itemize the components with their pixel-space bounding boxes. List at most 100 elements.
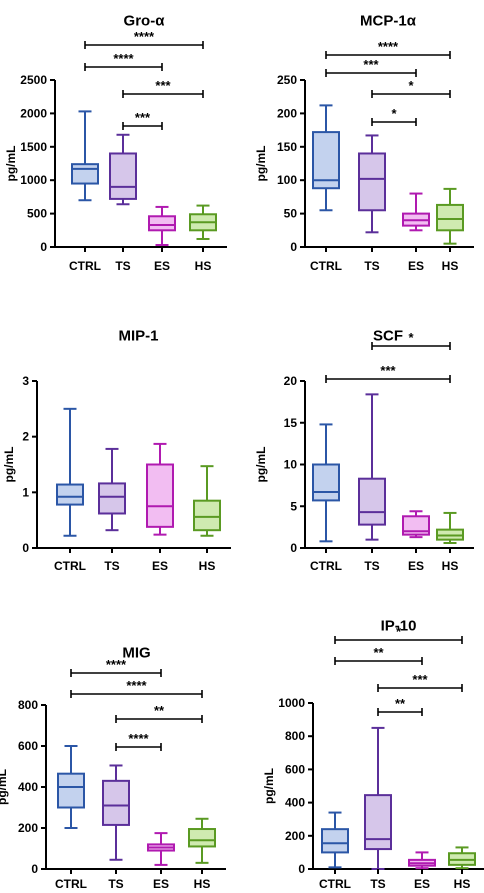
box-iqr bbox=[436, 203, 464, 232]
x-tick-label: CTRL bbox=[55, 877, 87, 891]
box-iqr bbox=[109, 152, 137, 200]
box-es bbox=[146, 442, 174, 536]
box-iqr bbox=[193, 499, 221, 532]
y-tick-label: 1000 bbox=[278, 696, 305, 710]
x-tick-label: ES bbox=[414, 877, 430, 891]
box-iqr bbox=[148, 215, 176, 232]
box-es bbox=[408, 851, 436, 870]
box-hs bbox=[448, 846, 476, 870]
y-tick-label: 400 bbox=[285, 796, 305, 810]
x-tick-label: HS bbox=[194, 877, 211, 891]
y-axis-label: pg/mL bbox=[254, 146, 268, 182]
box-iqr bbox=[98, 482, 126, 515]
x-tick-label: HS bbox=[442, 559, 459, 573]
significance-label: **** bbox=[128, 731, 149, 746]
box-ts bbox=[364, 726, 392, 870]
y-tick-label: 500 bbox=[27, 207, 47, 221]
box-iqr bbox=[312, 131, 340, 190]
y-tick-label: 0 bbox=[290, 541, 297, 555]
y-tick-label: 1500 bbox=[20, 140, 47, 154]
x-tick-label: TS bbox=[364, 259, 379, 273]
chart-title: MIP-1 bbox=[118, 327, 158, 344]
significance-label: **** bbox=[106, 657, 127, 672]
significance-label: *** bbox=[135, 110, 151, 125]
box-iqr bbox=[71, 163, 99, 185]
box-hs bbox=[436, 187, 464, 245]
y-tick-label: 600 bbox=[285, 762, 305, 776]
y-tick-label: 15 bbox=[284, 416, 298, 430]
y-tick-label: 20 bbox=[284, 374, 298, 388]
y-tick-label: 3 bbox=[22, 374, 29, 388]
y-tick-label: 200 bbox=[277, 106, 297, 120]
x-tick-label: CTRL bbox=[310, 559, 342, 573]
significance-label: **** bbox=[126, 678, 147, 693]
chart-title: MCP-1α bbox=[360, 12, 417, 29]
significance-label: * bbox=[408, 78, 414, 93]
x-tick-label: ES bbox=[152, 559, 168, 573]
significance-label: *** bbox=[412, 672, 428, 687]
y-tick-label: 10 bbox=[284, 458, 298, 472]
x-tick-label: ES bbox=[154, 259, 170, 273]
y-tick-label: 2 bbox=[22, 430, 29, 444]
y-axis-label: pg/mL bbox=[0, 769, 9, 805]
y-tick-label: 1000 bbox=[20, 173, 47, 187]
significance-label: ** bbox=[154, 703, 165, 718]
box-iqr bbox=[321, 828, 349, 854]
box-hs bbox=[189, 204, 217, 240]
box-es bbox=[402, 510, 430, 539]
y-tick-label: 600 bbox=[18, 739, 38, 753]
y-tick-label: 0 bbox=[31, 862, 38, 876]
x-tick-label: TS bbox=[104, 559, 119, 573]
y-tick-label: 50 bbox=[284, 207, 298, 221]
significance-label: *** bbox=[155, 78, 171, 93]
box-iqr bbox=[188, 828, 216, 848]
box-iqr bbox=[364, 794, 392, 851]
significance-label: **** bbox=[113, 51, 134, 66]
x-tick-label: ES bbox=[408, 259, 424, 273]
box-ctrl bbox=[312, 423, 340, 543]
box-iqr bbox=[358, 477, 386, 526]
y-tick-label: 0 bbox=[298, 862, 305, 876]
y-tick-label: 0 bbox=[40, 240, 47, 254]
y-tick-label: 0 bbox=[22, 541, 29, 555]
x-tick-label: TS bbox=[108, 877, 123, 891]
box-es bbox=[147, 832, 175, 866]
significance-label: **** bbox=[134, 29, 155, 44]
chart-panel: MIP-1 0 1 2 3 pg/mL CTRL TS ES HS bbox=[2, 327, 231, 573]
x-tick-label: TS bbox=[364, 559, 379, 573]
x-tick-label: CTRL bbox=[310, 259, 342, 273]
x-tick-label: HS bbox=[195, 259, 212, 273]
chart-panel: Gro-α 0 500 1000 1500 2000 2500 pg/mL CTRL TS ES HS… bbox=[4, 12, 227, 273]
y-axis-label: pg/mL bbox=[4, 146, 18, 182]
box-ctrl bbox=[321, 811, 349, 869]
box-es bbox=[148, 205, 176, 246]
y-axis-label: pg/mL bbox=[2, 447, 16, 483]
x-tick-label: ES bbox=[408, 559, 424, 573]
x-tick-label: TS bbox=[370, 877, 385, 891]
x-tick-label: CTRL bbox=[69, 259, 101, 273]
box-ctrl bbox=[312, 104, 340, 212]
box-iqr bbox=[102, 779, 130, 826]
y-axis-label: pg/mL bbox=[262, 768, 276, 804]
box-es bbox=[402, 192, 430, 232]
x-tick-label: HS bbox=[199, 559, 216, 573]
y-tick-label: 150 bbox=[277, 140, 297, 154]
y-tick-label: 2000 bbox=[20, 106, 47, 120]
box-iqr bbox=[402, 515, 430, 536]
y-tick-label: 200 bbox=[18, 821, 38, 835]
box-ctrl bbox=[57, 745, 85, 829]
significance-label: * bbox=[396, 624, 402, 639]
chart-title: MIG bbox=[122, 644, 150, 661]
y-tick-label: 800 bbox=[285, 729, 305, 743]
y-tick-label: 0 bbox=[290, 240, 297, 254]
box-ctrl bbox=[71, 110, 99, 202]
box-iqr bbox=[358, 152, 386, 212]
significance-label: **** bbox=[378, 39, 399, 54]
x-tick-label: HS bbox=[442, 259, 459, 273]
significance-label: ** bbox=[395, 696, 406, 711]
